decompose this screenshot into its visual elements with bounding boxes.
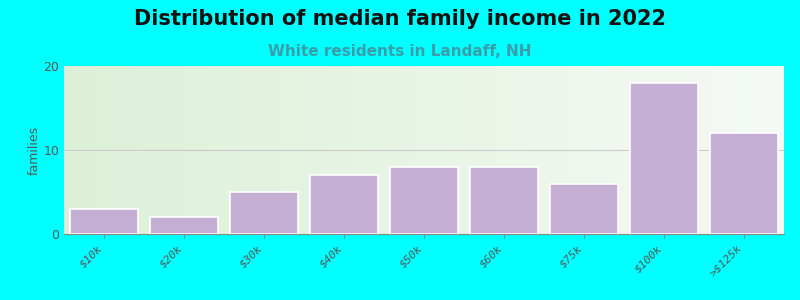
Bar [70, 209, 138, 234]
Y-axis label: families: families [27, 125, 41, 175]
Bar [390, 167, 458, 234]
Bar [310, 175, 378, 234]
Bar [470, 167, 538, 234]
Bar [230, 192, 298, 234]
Text: White residents in Landaff, NH: White residents in Landaff, NH [268, 44, 532, 59]
Text: Distribution of median family income in 2022: Distribution of median family income in … [134, 9, 666, 29]
Bar [550, 184, 618, 234]
Bar [630, 83, 698, 234]
Bar [150, 217, 218, 234]
Bar [710, 133, 778, 234]
